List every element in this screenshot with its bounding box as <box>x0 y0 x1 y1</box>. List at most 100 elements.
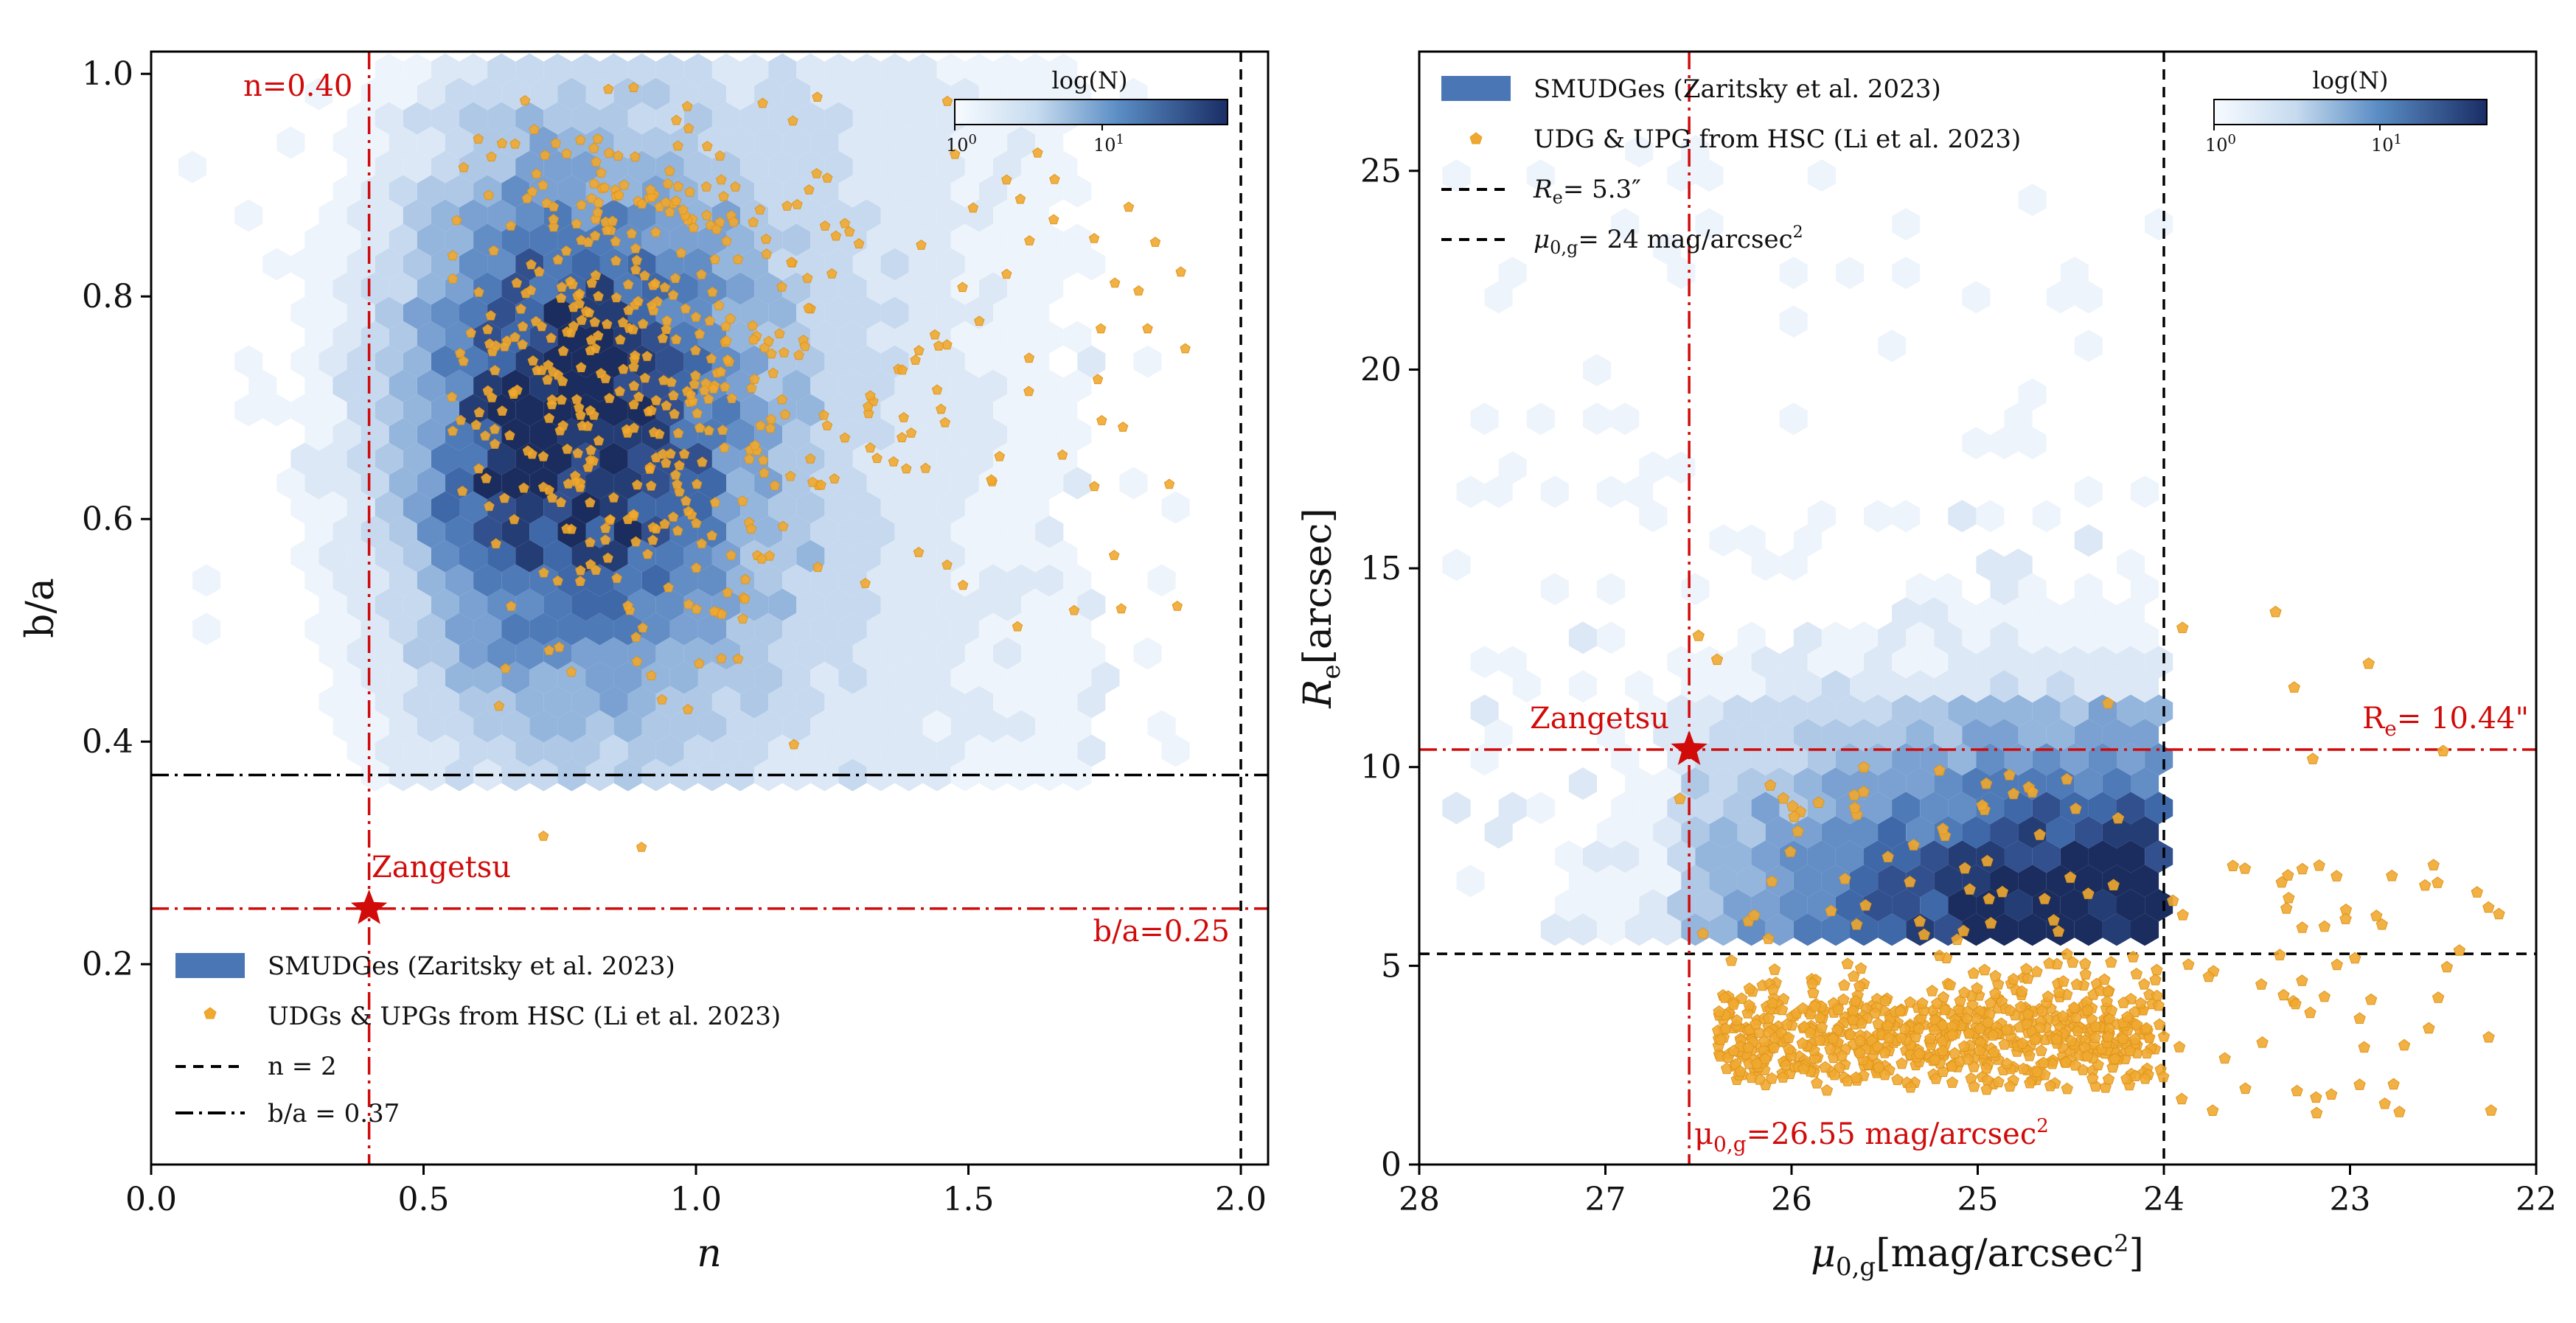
hexbin-cell <box>669 710 698 743</box>
hexbin-cell <box>389 321 417 354</box>
hexbin-cell <box>1892 889 1921 922</box>
scatter-point <box>853 238 865 248</box>
left-scatter-layer <box>446 82 1191 852</box>
scatter-point <box>2069 1058 2081 1071</box>
scatter-point <box>556 282 568 292</box>
hexbin-cell <box>417 175 445 208</box>
hexbin-cell <box>2074 524 2103 557</box>
hexbin-cell <box>1484 281 1513 314</box>
hexbin-cell <box>571 734 600 767</box>
scatter-point <box>571 394 582 405</box>
left-ytick-label: 0.8 <box>82 278 133 315</box>
scatter-point <box>565 327 577 338</box>
hexbin-cell <box>1976 500 2005 533</box>
scatter-point <box>473 286 484 297</box>
scatter-point <box>575 362 587 372</box>
scatter-point <box>583 307 595 318</box>
scatter-point <box>2020 963 2033 974</box>
hexbin-cell <box>333 612 361 646</box>
scatter-point <box>897 364 908 375</box>
scatter-point <box>499 341 510 352</box>
scatter-point <box>2043 957 2055 969</box>
hexbin-cell <box>2117 889 2145 922</box>
hexbin-cell <box>838 612 867 646</box>
scatter-point <box>1847 1013 1859 1026</box>
hexbin-cell <box>333 321 361 354</box>
hexbin-cell <box>950 710 979 743</box>
hexbin-cell <box>1077 734 1106 767</box>
hexbin-cell <box>641 758 670 792</box>
scatter-point <box>803 302 814 313</box>
hexbin-cell <box>613 661 642 694</box>
hexbin-cell <box>333 467 361 500</box>
scatter-point <box>1998 1038 2011 1050</box>
scatter-point <box>674 460 685 470</box>
hexbin-cell <box>375 150 403 184</box>
scatter-point <box>642 548 653 559</box>
scatter-point <box>490 538 501 548</box>
scatter-point <box>709 497 721 507</box>
hexbin-cell <box>2046 816 2075 849</box>
hexbin-cell <box>641 223 670 256</box>
scatter-point <box>2311 1106 2323 1119</box>
hexbin-cell <box>964 637 993 670</box>
hexbin-cell <box>1597 865 1626 898</box>
hexbin-cell <box>2004 646 2033 679</box>
scatter-point <box>470 419 482 430</box>
scatter-point <box>717 425 728 435</box>
hexbin-cell <box>768 442 797 475</box>
hexbin-cell <box>2145 840 2173 873</box>
scatter-point <box>630 242 641 254</box>
scatter-point <box>756 553 767 564</box>
scatter-point <box>719 441 730 453</box>
hexbin-cell <box>908 150 937 184</box>
left-ytick-label: 0.6 <box>82 500 133 538</box>
scatter-point <box>2021 1017 2033 1030</box>
hexbin-cell <box>950 369 979 402</box>
hexbin-cell <box>1442 159 1471 192</box>
scatter-point <box>1881 1019 1894 1031</box>
scatter-point <box>821 172 833 183</box>
hexbin-cell <box>403 150 431 184</box>
hexbin-cell <box>417 758 445 792</box>
hexbin-cell <box>740 637 769 670</box>
hexbin-cell <box>2131 573 2159 606</box>
hexbin-cell <box>993 53 1022 86</box>
scatter-point <box>1759 1053 1772 1064</box>
scatter-point <box>920 462 931 473</box>
scatter-point <box>709 254 720 265</box>
hexbin-cell <box>852 102 881 135</box>
scatter-point <box>582 237 594 247</box>
hexbin-cell <box>669 515 698 548</box>
hexbin-cell <box>417 272 445 305</box>
hexbin-cell <box>1709 767 1738 800</box>
scatter-point <box>1745 1071 1758 1083</box>
scatter-point <box>543 484 554 495</box>
hexbin-cell <box>1063 418 1092 451</box>
hexbin-cell <box>1063 175 1092 208</box>
left-plot-frame <box>150 50 1270 1166</box>
hexbin-cell <box>431 345 459 378</box>
scatter-point <box>1748 909 1761 921</box>
hexbin-cell <box>754 661 783 694</box>
hexbin-cell <box>2032 840 2061 873</box>
scatter-point <box>690 345 701 355</box>
hexbin-cell <box>908 394 937 427</box>
hexbin-cell <box>248 369 277 402</box>
hexbin-cell <box>2117 548 2145 582</box>
scatter-point <box>484 338 495 349</box>
scatter-point <box>913 345 925 355</box>
scatter-point <box>761 248 772 259</box>
scatter-point <box>521 192 533 203</box>
scatter-point <box>644 464 655 474</box>
hexbin-cell <box>1063 321 1092 354</box>
hexbin-cell <box>1583 840 1612 873</box>
left-zangetsu-label: Zangetsu <box>372 851 511 884</box>
scatter-point <box>2318 920 2331 932</box>
hexbin-cell <box>894 272 923 305</box>
hexbin-cell <box>515 53 544 86</box>
hexbin-cell <box>389 77 417 111</box>
scatter-point <box>669 408 680 419</box>
hexbin-cell <box>459 345 488 378</box>
